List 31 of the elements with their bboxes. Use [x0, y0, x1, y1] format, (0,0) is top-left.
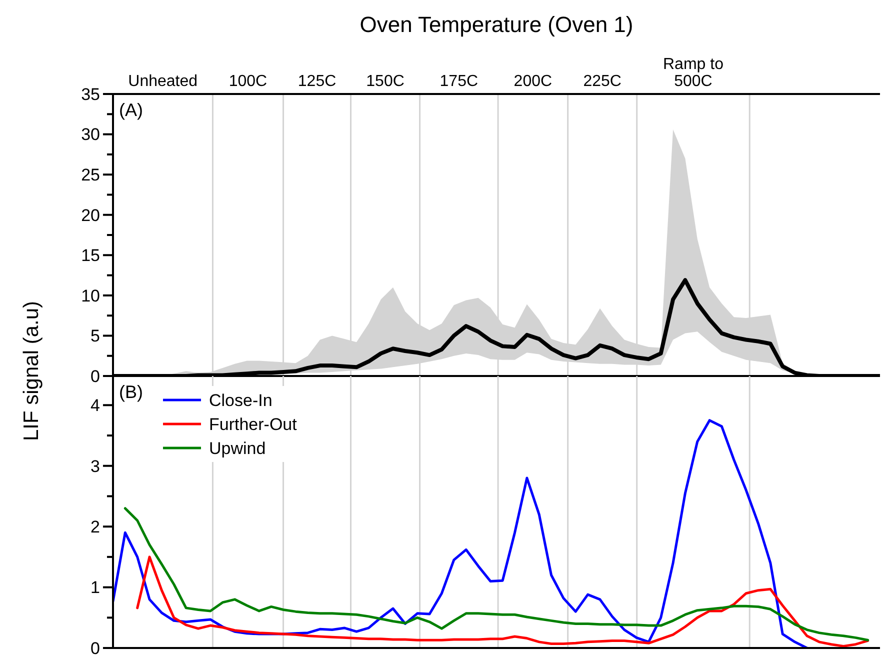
legend-label: Close-In	[209, 390, 272, 410]
text: Unheated	[128, 73, 198, 90]
y-tick-label: 30	[81, 125, 100, 144]
annotation: (B)	[119, 382, 143, 402]
y-tick-label: 0	[90, 638, 100, 658]
y-axis-title: LIF signal (a.u)	[20, 300, 43, 442]
legend-label: Upwind	[209, 438, 266, 458]
text: 175C	[440, 73, 478, 90]
text: 150C	[366, 73, 404, 90]
line-series	[136, 556, 870, 648]
legend-label: Further-Out	[209, 414, 298, 434]
y-tick-label: 3	[90, 456, 100, 476]
text: 125C	[298, 73, 336, 90]
annotation: (A)	[119, 100, 143, 120]
y-tick-label: 1	[90, 578, 100, 598]
chart-title: Oven Temperature (Oven 1)	[360, 12, 634, 37]
line-series	[113, 419, 808, 648]
y-tick-label: 35	[81, 84, 100, 104]
y-tick-label: 25	[81, 166, 100, 185]
y-tick-label: 10	[81, 286, 100, 306]
text: 100C	[228, 73, 268, 90]
text: 200C	[514, 73, 552, 90]
y-tick-label: 2	[90, 518, 100, 537]
text: 225C	[583, 73, 622, 90]
y-tick-label: 20	[81, 206, 100, 225]
y-tick-label: 15	[81, 246, 100, 266]
y-tick-label: 5	[90, 326, 100, 346]
line-series	[124, 507, 870, 642]
text: Ramp to 500C	[663, 56, 724, 90]
y-tick-label: 0	[90, 366, 100, 386]
y-tick-label: 4	[90, 396, 100, 416]
